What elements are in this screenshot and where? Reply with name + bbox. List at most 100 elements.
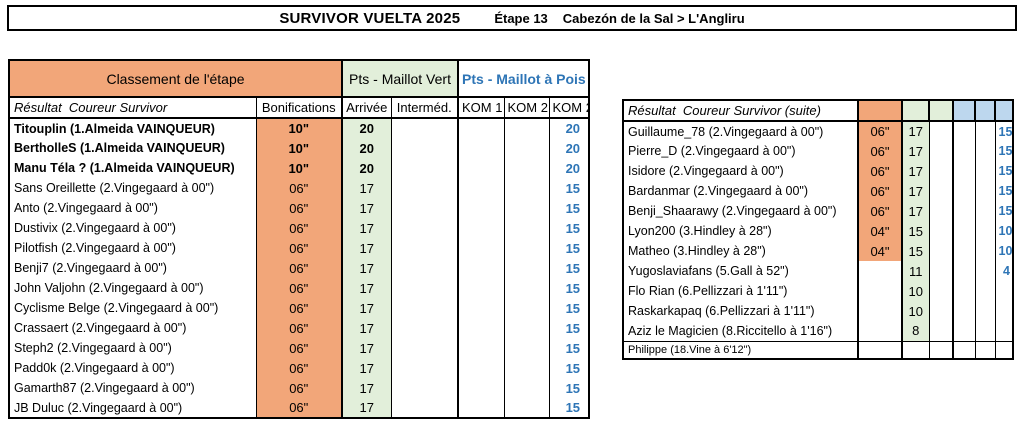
player-result-cell: Benji7 (2.Vingegaard à 00")	[8, 258, 257, 278]
intermediaire-points-cell	[390, 198, 459, 218]
kom1-points-cell	[457, 138, 505, 158]
player-result-cell: Bardanmar (2.Vingegaard à 00")	[622, 181, 859, 201]
arrivee-points-cell: 20	[341, 158, 392, 178]
kom2-points-cell	[503, 258, 550, 278]
arrivee-points-cell	[901, 340, 930, 359]
table-row: Flo Rian (6.Pellizzari à 1'11") 10	[622, 281, 1014, 301]
table-row: Raskarkapaq (6.Pellizzari à 1'11") 10	[622, 301, 1014, 321]
kom2-points-cell	[974, 141, 996, 161]
arrivee-points-cell: 17	[901, 121, 930, 141]
kom2-points-cell	[503, 338, 550, 358]
bonifications-cell: 06"	[255, 238, 343, 258]
table-row: JB Duluc (2.Vingegaard à 00") 06" 17 15	[8, 398, 590, 418]
bonifications-cell: 06"	[255, 398, 343, 418]
player-result-cell: Flo Rian (6.Pellizzari à 1'11")	[622, 281, 859, 301]
kom2-points-cell	[503, 238, 550, 258]
kom1-points-cell	[457, 318, 505, 338]
kom2-points-cell	[974, 281, 996, 301]
player-result-cell: Raskarkapaq (6.Pellizzari à 1'11")	[622, 301, 859, 321]
player-result-cell: Pierre_D (2.Vingegaard à 00")	[622, 141, 859, 161]
kom1-points-cell	[457, 338, 505, 358]
bonifications-cell	[857, 301, 903, 321]
bonifications-cell: 04"	[857, 221, 903, 241]
arrivee-points-cell: 17	[341, 278, 392, 298]
table-row: Titouplin (1.Almeida VAINQUEUR) 10" 20 20	[8, 118, 590, 138]
arrivee-points-cell: 15	[901, 221, 930, 241]
player-result-cell: Philippe (18.Vine à 6'12")	[622, 340, 859, 359]
kom2-pois-points-cell: 15	[548, 218, 590, 238]
kom1-points-cell	[952, 181, 976, 201]
intermediaire-points-cell	[928, 281, 954, 301]
intermediaire-points-cell	[390, 178, 459, 198]
player-result-cell: Yugoslaviafans (5.Gall à 52")	[622, 261, 859, 281]
intermediaire-points-cell	[390, 378, 459, 398]
table-row: Anto (2.Vingegaard à 00") 06" 17 15	[8, 198, 590, 218]
kom2-points-cell	[974, 261, 996, 281]
kom2-points-cell	[503, 198, 550, 218]
intermediaire-points-cell	[390, 318, 459, 338]
kom2-pois-points-cell: 20	[548, 138, 590, 158]
kom2-points-cell	[974, 161, 996, 181]
intermediaire-points-cell	[390, 158, 459, 178]
player-result-cell: Crassaert (2.Vingegaard à 00")	[8, 318, 257, 338]
arrivee-points-cell: 17	[901, 201, 930, 221]
stage-banner: SURVIVOR VUELTA 2025 Étape 13 Cabezón de…	[7, 5, 1017, 31]
bonifications-cell: 10"	[255, 118, 343, 138]
kom2-pois-points-cell: 15	[548, 378, 590, 398]
table-row: Bardanmar (2.Vingegaard à 00") 06" 17 15	[622, 181, 1014, 201]
kom2-pois-points-cell: 10	[994, 241, 1014, 261]
kom1-points-cell	[952, 281, 976, 301]
kom2-pois-points-cell: 15	[548, 338, 590, 358]
table-row: Benji_Shaarawy (2.Vingegaard à 00") 06" 17…	[622, 201, 1014, 221]
kom1-points-cell	[457, 398, 505, 418]
bonifications-cell: 06"	[255, 338, 343, 358]
table-row: Aziz le Magicien (8.Riccitello à 1'16") 8	[622, 321, 1014, 341]
kom2-pois-points-cell: 15	[548, 398, 590, 418]
table-row: Lyon200 (3.Hindley à 28") 04" 15 10	[622, 221, 1014, 241]
banner-stage: Étape 13	[494, 10, 548, 26]
bonifications-cell: 06"	[255, 278, 343, 298]
table-row: John Valjohn (2.Vingegaard à 00") 06" 17 15	[8, 278, 590, 298]
kom2-pois-points-cell: 15	[548, 358, 590, 378]
kom2-points-cell	[974, 201, 996, 221]
kom2-pois-points-cell: 15	[548, 298, 590, 318]
player-result-cell: Pilotfish (2.Vingegaard à 00")	[8, 238, 257, 258]
bonifications-cell	[857, 321, 903, 341]
arrivee-points-cell: 17	[901, 141, 930, 161]
kom1-points-cell	[952, 340, 976, 359]
arrivee-points-cell: 15	[901, 241, 930, 261]
player-result-cell: Dustivix (2.Vingegaard à 00")	[8, 218, 257, 238]
kom2-pois-points-cell: 15	[548, 318, 590, 338]
intermediaire-points-cell	[390, 218, 459, 238]
table-row: Crassaert (2.Vingegaard à 00") 06" 17 15	[8, 318, 590, 338]
arrivee-points-cell: 17	[341, 238, 392, 258]
kom1-points-cell	[952, 301, 976, 321]
intermediaire-points-cell	[390, 118, 459, 138]
arrivee-points-cell: 17	[901, 181, 930, 201]
kom1-points-cell	[952, 261, 976, 281]
intermediaire-points-cell	[928, 161, 954, 181]
intermediaire-points-cell	[390, 338, 459, 358]
column-header-intermediaire: Interméd.	[390, 96, 459, 119]
kom2-points-cell	[974, 181, 996, 201]
kom2-header-cell	[974, 99, 996, 122]
player-result-cell: John Valjohn (2.Vingegaard à 00")	[8, 278, 257, 298]
intermediaire-header-cell	[928, 99, 954, 122]
bonifications-cell: 06"	[857, 121, 903, 141]
kom2-pois-points-cell: 15	[548, 238, 590, 258]
kom2-points-cell	[974, 241, 996, 261]
kom2b-header-cell	[994, 99, 1014, 122]
table-row: Steph2 (2.Vingegaard à 00") 06" 17 15	[8, 338, 590, 358]
kom2-points-cell	[503, 278, 550, 298]
arrivee-points-cell: 10	[901, 281, 930, 301]
kom2-pois-points-cell: 20	[548, 158, 590, 178]
bonifications-cell: 06"	[255, 178, 343, 198]
kom1-points-cell	[457, 298, 505, 318]
group-header-maillot-vert: Pts - Maillot Vert	[340, 59, 460, 98]
kom2-pois-points-cell: 4	[994, 261, 1014, 281]
table-row: Benji7 (2.Vingegaard à 00") 06" 17 15	[8, 258, 590, 278]
bonifications-cell: 06"	[255, 358, 343, 378]
arrivee-points-cell: 17	[341, 318, 392, 338]
intermediaire-points-cell	[390, 278, 459, 298]
player-result-cell: Anto (2.Vingegaard à 00")	[8, 198, 257, 218]
